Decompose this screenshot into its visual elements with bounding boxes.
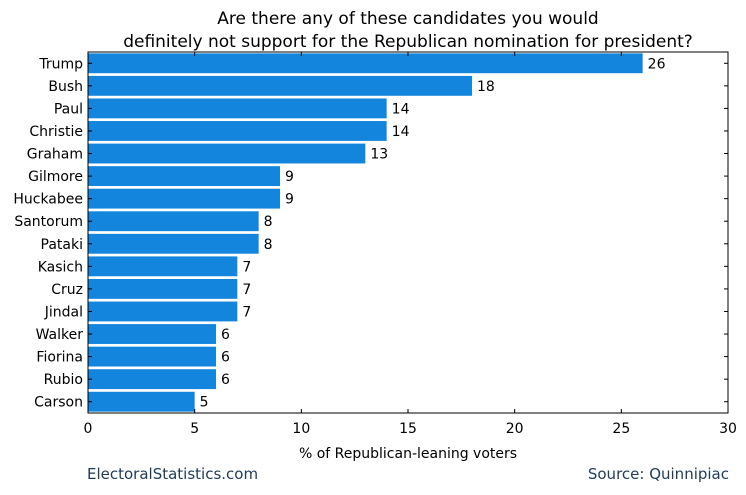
chart-title-line-1: Are there any of these candidates you wo…	[217, 9, 598, 29]
value-label-kasich: 7	[242, 259, 251, 275]
x-tick-label: 0	[84, 421, 93, 437]
bar-trump	[88, 53, 643, 73]
category-label-fiorina: Fiorina	[36, 350, 83, 366]
bar-walker	[88, 324, 216, 344]
bar-christie	[88, 121, 387, 141]
bar-gilmore	[88, 166, 280, 186]
category-label-walker: Walker	[36, 327, 84, 343]
x-tick-label: 15	[399, 421, 417, 437]
x-tick-label: 20	[506, 421, 524, 437]
footer-source: Source: Quinnipiac	[588, 465, 729, 483]
value-label-cruz: 7	[242, 282, 251, 298]
value-label-carson: 5	[200, 395, 209, 411]
bar-jindal	[88, 302, 237, 322]
bar-santorum	[88, 211, 259, 231]
chart-title-line-2: definitely not support for the Republica…	[123, 32, 693, 52]
x-tick-label: 5	[190, 421, 199, 437]
category-label-santorum: Santorum	[14, 214, 83, 230]
bar-pataki	[88, 234, 259, 254]
x-axis-label: % of Republican-leaning voters	[299, 446, 517, 462]
plot-area: Trump 26 Bush 18 Paul 14 Christie 14 Graham 13 Gil…	[13, 52, 737, 437]
value-label-gilmore: 9	[285, 169, 294, 185]
value-label-christie: 14	[392, 124, 410, 140]
category-label-carson: Carson	[34, 395, 83, 411]
value-label-rubio: 6	[221, 372, 230, 388]
bar-fiorina	[88, 347, 216, 367]
category-label-bush: Bush	[48, 79, 83, 95]
category-label-kasich: Kasich	[38, 259, 83, 275]
category-label-trump: Trump	[38, 56, 83, 72]
category-label-paul: Paul	[54, 101, 83, 117]
value-label-trump: 26	[648, 56, 666, 72]
category-label-christie: Christie	[29, 124, 83, 140]
category-label-cruz: Cruz	[51, 282, 83, 298]
bar-carson	[88, 392, 195, 412]
x-tick-label: 30	[719, 421, 737, 437]
bar-bush	[88, 76, 472, 96]
x-tick-label: 25	[612, 421, 630, 437]
category-label-huckabee: Huckabee	[13, 192, 83, 208]
value-label-santorum: 8	[264, 214, 273, 230]
category-label-jindal: Jindal	[44, 304, 83, 320]
value-label-graham: 13	[370, 147, 388, 163]
bar-paul	[88, 98, 387, 118]
x-tick-label: 10	[292, 421, 310, 437]
bar-kasich	[88, 256, 237, 276]
bar-cruz	[88, 279, 237, 299]
value-label-huckabee: 9	[285, 192, 294, 208]
value-label-fiorina: 6	[221, 350, 230, 366]
bar-rubio	[88, 369, 216, 389]
category-label-gilmore: Gilmore	[28, 169, 83, 185]
footer-site-name: ElectoralStatistics.com	[87, 465, 258, 483]
bar-graham	[88, 144, 365, 164]
value-label-pataki: 8	[264, 237, 273, 253]
category-label-rubio: Rubio	[44, 372, 83, 388]
value-label-bush: 18	[477, 79, 495, 95]
value-label-jindal: 7	[242, 304, 251, 320]
category-label-graham: Graham	[27, 147, 83, 163]
category-label-pataki: Pataki	[41, 237, 83, 253]
value-label-walker: 6	[221, 327, 230, 343]
bar-huckabee	[88, 189, 280, 209]
value-label-paul: 14	[392, 101, 410, 117]
